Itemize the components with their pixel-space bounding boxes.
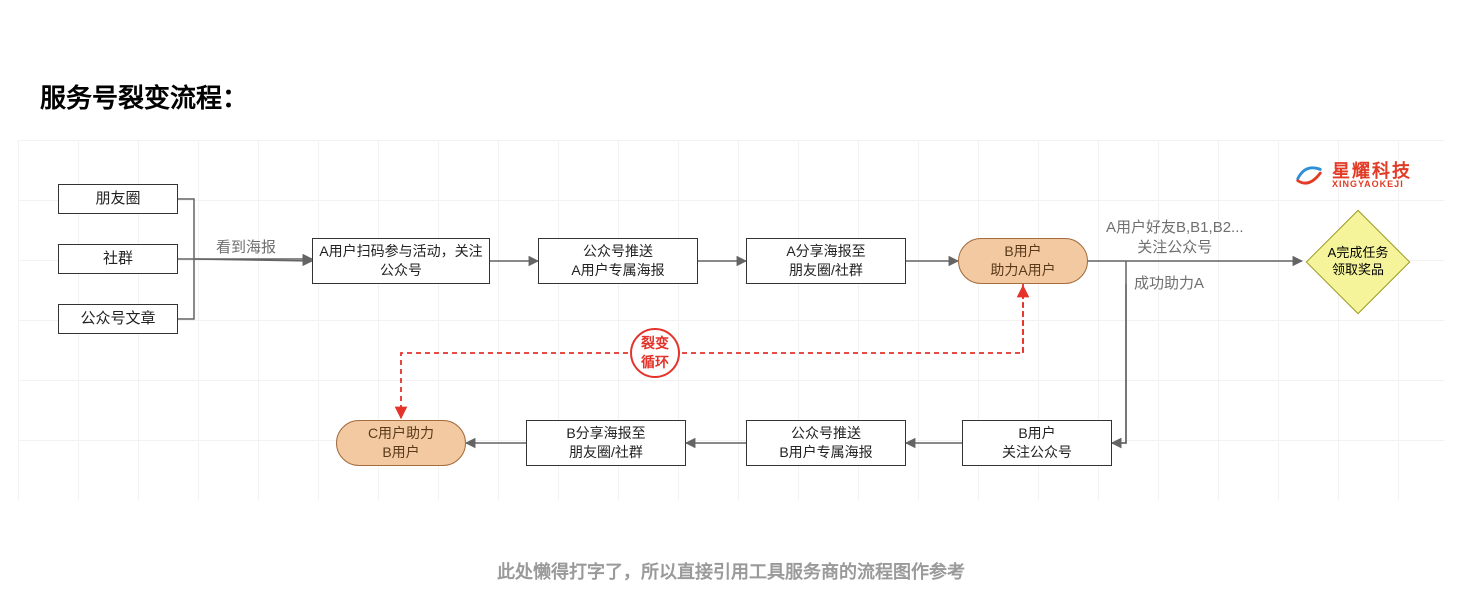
node-share_b: B分享海报至 朋友圈/社群 — [526, 420, 686, 466]
node-src2: 社群 — [58, 244, 178, 274]
node-c_help_b: C用户助力 B用户 — [336, 420, 466, 466]
node-src1: 朋友圈 — [58, 184, 178, 214]
edges-layer — [18, 140, 1444, 500]
node-src3: 公众号文章 — [58, 304, 178, 334]
edge-label-friends: A用户好友B,B1,B2... 关注公众号 — [1106, 218, 1244, 257]
edge-label-success: 成功助力A — [1134, 274, 1204, 294]
node-a_scan: A用户扫码参与活动，关注公众号 — [312, 238, 490, 284]
page-title: 服务号裂变流程： — [40, 78, 248, 115]
caption: 此处懒得打字了，所以直接引用工具服务商的流程图作参考 — [0, 558, 1462, 584]
flowchart-canvas: 星耀科技 XINGYAOKEJI 朋友圈社群公众号文章A用户扫码参与活动，关注公… — [18, 140, 1444, 500]
node-push_a: 公众号推送 A用户专属海报 — [538, 238, 698, 284]
node-complete-task: A完成任务 领取奖品 — [1321, 225, 1395, 299]
edge-label-see_poster: 看到海报 — [216, 238, 276, 258]
diamond-label: A完成任务 领取奖品 — [1328, 245, 1389, 279]
node-loop_label: 裂变 循环 — [630, 328, 680, 378]
node-b_help_a: B用户 助力A用户 — [958, 238, 1088, 284]
node-share_a: A分享海报至 朋友圈/社群 — [746, 238, 906, 284]
node-b_follow: B用户 关注公众号 — [962, 420, 1112, 466]
node-push_b: 公众号推送 B用户专属海报 — [746, 420, 906, 466]
